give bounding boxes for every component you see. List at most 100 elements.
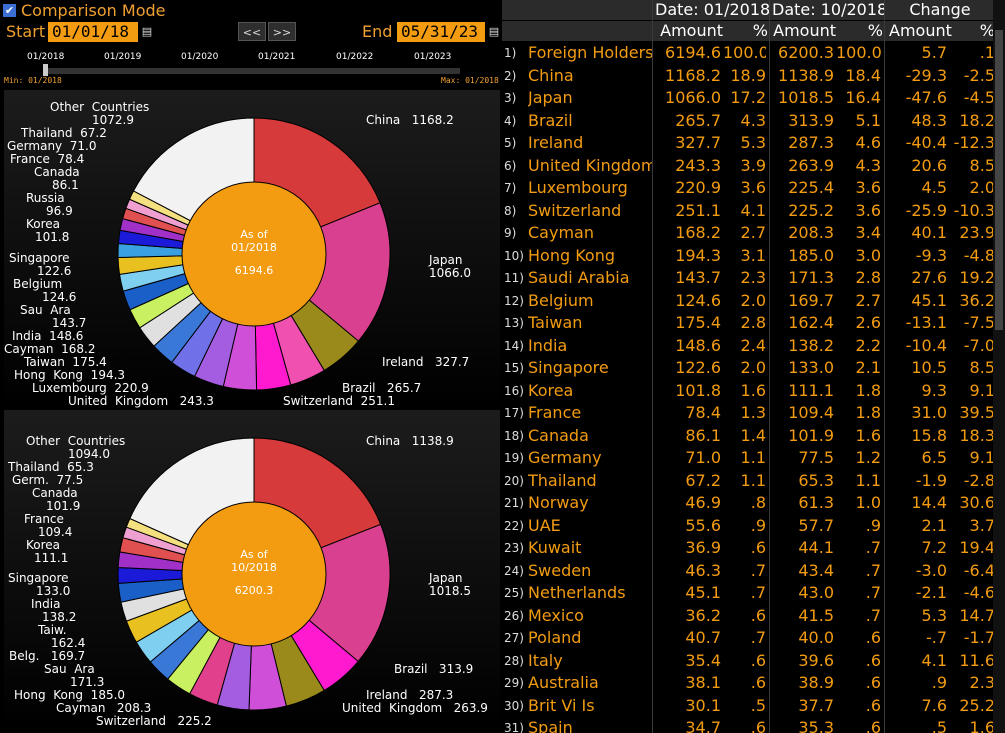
table-row[interactable]: 1) Foreign Holders 6194.6 100.0 6200.3 100.0 5… xyxy=(502,42,1005,65)
table-row[interactable]: 17) France 78.4 1.3 109.4 1.8 31.0 39.5 xyxy=(502,402,1005,425)
row-country[interactable]: Canada xyxy=(528,425,589,445)
header-date1[interactable]: Date: 01/2018 xyxy=(653,0,771,20)
row-rank: 23) xyxy=(504,541,524,555)
table-row[interactable]: 13) Taiwan 175.4 2.8 162.4 2.6 -13.1 -7.5 xyxy=(502,312,1005,335)
start-date-input[interactable]: 01/01/18 xyxy=(48,22,138,42)
row-country[interactable]: UAE xyxy=(528,515,561,535)
pie-label: China 1168.2 xyxy=(366,113,454,127)
table-row[interactable]: 19) Germany 71.0 1.1 77.5 1.2 6.5 9.1 xyxy=(502,447,1005,470)
end-calendar-icon[interactable]: ▤ xyxy=(487,23,501,41)
table-row[interactable]: 12) Belgium 124.6 2.0 169.7 2.7 45.1 36.2 xyxy=(502,290,1005,313)
back-button[interactable]: << xyxy=(238,22,266,41)
row-rank: 20) xyxy=(504,473,524,488)
row-country[interactable]: Mexico xyxy=(528,605,584,625)
row-country[interactable]: Cayman xyxy=(528,223,594,242)
table-row[interactable]: 18) Canada 86.1 1.4 101.9 1.6 15.8 18.3 xyxy=(502,425,1005,448)
col-pct-chg[interactable]: % xyxy=(952,21,997,41)
col-pct-2[interactable]: % xyxy=(838,21,885,41)
row-country[interactable]: Brit Vi Is xyxy=(528,695,595,715)
table-row[interactable]: 15) Singapore 122.6 2.0 133.0 2.1 10.5 8.5 xyxy=(502,357,1005,380)
col-amount-chg[interactable]: Amount xyxy=(885,21,955,41)
forward-button[interactable]: >> xyxy=(268,22,296,41)
row-country[interactable]: Foreign Holders xyxy=(528,43,652,62)
row-value: 225.4 xyxy=(788,178,834,197)
timeline-slider-handle[interactable] xyxy=(43,64,48,76)
row-value: 3.6 xyxy=(855,178,881,197)
table-row[interactable]: 16) Korea 101.8 1.6 111.1 1.8 9.3 9.1 xyxy=(502,380,1005,403)
row-rank: 5) xyxy=(504,136,517,150)
table-row[interactable]: 4) Brazil 265.7 4.3 313.9 5.1 48.3 18.2 xyxy=(502,110,1005,133)
row-value: .7 xyxy=(750,560,766,580)
table-row[interactable]: 5) Ireland 327.7 5.3 287.3 4.6 -40.4 -12.3 xyxy=(502,132,1005,155)
table-row[interactable]: 7) Luxembourg 220.9 3.6 225.4 3.6 4.5 2.0 xyxy=(502,177,1005,200)
table-row[interactable]: 22) UAE 55.6 .9 57.7 .9 2.1 3.7 xyxy=(502,515,1005,538)
table-row[interactable]: 20) Thailand 67.2 1.1 65.3 1.1 -1.9 -2.8 xyxy=(502,470,1005,493)
row-value: -25.9 xyxy=(905,200,947,220)
row-country[interactable]: Korea xyxy=(528,380,574,400)
comparison-mode-checkbox[interactable]: ✔ xyxy=(3,3,16,17)
pie-label: 101.8 xyxy=(35,230,70,244)
row-country[interactable]: Switzerland xyxy=(528,200,622,220)
table-row[interactable]: 10) Hong Kong 194.3 3.1 185.0 3.0 -9.3 -4.8 xyxy=(502,245,1005,268)
table-row[interactable]: 3) Japan 1066.0 17.2 1018.5 16.4 -47.6 -4.5 xyxy=(502,87,1005,110)
row-value: 86.1 xyxy=(685,425,721,445)
row-country[interactable]: Luxembourg xyxy=(528,178,628,197)
table-row[interactable]: 29) Australia 38.1 .6 38.9 .6 .9 2.3 xyxy=(502,672,1005,695)
row-country[interactable]: Singapore xyxy=(528,358,609,377)
row-country[interactable]: Japan xyxy=(528,88,573,107)
header-date2[interactable]: Date: 10/2018 xyxy=(770,0,886,20)
col-pct-1[interactable]: % xyxy=(725,21,770,41)
header-change[interactable]: Change xyxy=(885,0,995,20)
table-row[interactable]: 11) Saudi Arabia 143.7 2.3 171.3 2.8 27.6 19.2 xyxy=(502,267,1005,290)
row-country[interactable]: Saudi Arabia xyxy=(528,268,630,287)
row-country[interactable]: Thailand xyxy=(528,470,597,490)
table-row[interactable]: 23) Kuwait 36.9 .6 44.1 .7 7.2 19.4 xyxy=(502,537,1005,560)
row-country[interactable]: Italy xyxy=(528,650,563,670)
table-row[interactable]: 31) Spain 34.7 .6 35.3 .6 .5 1.6 xyxy=(502,717,1005,733)
row-country[interactable]: Brazil xyxy=(528,110,573,130)
row-country[interactable]: China xyxy=(528,65,574,85)
end-date-input[interactable]: 05/31/23 xyxy=(397,22,485,42)
row-country[interactable]: France xyxy=(528,403,582,422)
row-value: 185.0 xyxy=(788,245,834,265)
row-country[interactable]: Taiwan xyxy=(528,313,583,332)
table-row[interactable]: 27) Poland 40.7 .7 40.0 .6 -.7 -1.7 xyxy=(502,627,1005,650)
timeline-slider-track[interactable] xyxy=(48,68,460,74)
pie-label: 111.1 xyxy=(34,551,69,565)
table-row[interactable]: 9) Cayman 168.2 2.7 208.3 3.4 40.1 23.9 xyxy=(502,222,1005,245)
row-value: 168.2 xyxy=(675,223,721,242)
row-country[interactable]: Germany xyxy=(528,448,602,467)
table-row[interactable]: 26) Mexico 36.2 .6 41.5 .7 5.3 14.7 xyxy=(502,605,1005,628)
scrollbar-thumb[interactable] xyxy=(995,30,1003,330)
col-amount-2[interactable]: Amount xyxy=(770,21,838,41)
row-country[interactable]: Ireland xyxy=(528,133,584,152)
row-country[interactable]: Hong Kong xyxy=(528,245,615,265)
row-country[interactable]: Netherlands xyxy=(528,583,626,602)
table-row[interactable]: 2) China 1168.2 18.9 1138.9 18.4 -29.3 -2.5 xyxy=(502,65,1005,88)
row-country[interactable]: Norway xyxy=(528,493,589,512)
table-row[interactable]: 25) Netherlands 45.1 .7 43.0 .7 -2.1 -4.6 xyxy=(502,582,1005,605)
row-country[interactable]: United Kingdom xyxy=(528,155,652,175)
row-country[interactable]: Spain xyxy=(528,718,573,733)
row-country[interactable]: Poland xyxy=(528,628,582,647)
row-country[interactable]: India xyxy=(528,335,568,355)
table-row[interactable]: 28) Italy 35.4 .6 39.6 .6 4.1 11.6 xyxy=(502,650,1005,673)
row-country[interactable]: Belgium xyxy=(528,290,594,310)
table-row[interactable]: 21) Norway 46.9 .8 61.3 1.0 14.4 30.6 xyxy=(502,492,1005,515)
pie-label: Canada xyxy=(34,165,80,179)
table-row[interactable]: 14) India 148.6 2.4 138.2 2.2 -10.4 -7.0 xyxy=(502,335,1005,358)
table-row[interactable]: 8) Switzerland 251.1 4.1 225.2 3.6 -25.9 -10.3 xyxy=(502,200,1005,223)
table-row[interactable]: 24) Sweden 46.3 .7 43.4 .7 -3.0 -6.4 xyxy=(502,560,1005,583)
row-country[interactable]: Kuwait xyxy=(528,538,582,557)
row-country[interactable]: Sweden xyxy=(528,560,592,580)
col-amount-1[interactable]: Amount xyxy=(653,21,725,41)
start-calendar-icon[interactable]: ▤ xyxy=(140,23,154,41)
row-value: 11.6 xyxy=(959,650,995,670)
row-value: -6.4 xyxy=(963,560,995,580)
row-value: 40.1 xyxy=(911,223,947,242)
table-row[interactable]: 30) Brit Vi Is 30.1 .5 37.7 .6 7.6 25.2 xyxy=(502,695,1005,718)
pie-label: 1072.9 xyxy=(92,113,134,127)
table-row[interactable]: 6) United Kingdom 243.3 3.9 263.9 4.3 20.6 8.5 xyxy=(502,155,1005,178)
row-country[interactable]: Australia xyxy=(528,673,599,692)
row-value: .7 xyxy=(750,583,766,602)
